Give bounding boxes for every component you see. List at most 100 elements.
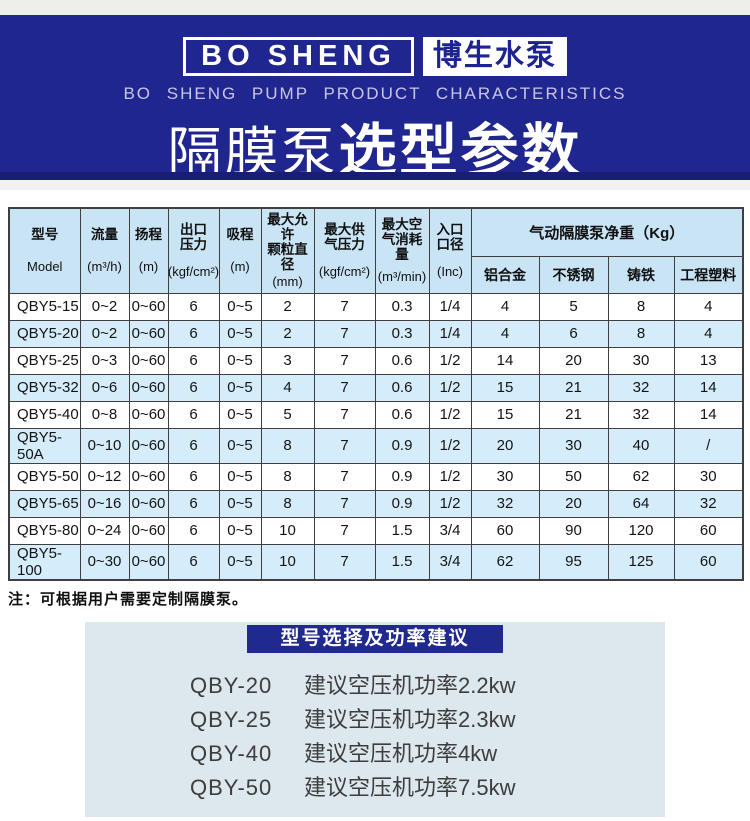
table-row: QBY5-40 0~8 0~60 6 0~5 5 7 0.6 1/2 15 21 32 14 bbox=[8, 400, 744, 429]
col-header-label: 扬程 bbox=[135, 227, 162, 243]
value-cell: 2 bbox=[260, 292, 315, 321]
spec-table: 型号 Model 流量 (m³/h) 扬程 (m) 出口 压力 (kgf/cm²) 吸程… bbox=[8, 207, 744, 581]
value-cell: 6 bbox=[167, 462, 220, 491]
value-cell: 20 bbox=[470, 427, 540, 464]
col-header-unit: (Inc) bbox=[437, 264, 463, 280]
value-cell: 0~60 bbox=[128, 489, 169, 518]
value-cell: 7 bbox=[313, 346, 376, 375]
recommendation-model: QBY-20 bbox=[190, 672, 273, 698]
value-cell: 7 bbox=[313, 462, 376, 491]
value-cell: 30 bbox=[470, 462, 540, 491]
col-header-unit: (kgf/cm²) bbox=[167, 264, 220, 280]
value-cell: 0~60 bbox=[128, 427, 169, 464]
value-cell: 0~60 bbox=[128, 373, 169, 402]
table-row: QBY5-100 0~30 0~60 6 0~5 10 7 1.5 3/4 62 95 125 60 bbox=[8, 543, 744, 580]
value-cell: 6 bbox=[167, 516, 220, 545]
table-row: QBY5-65 0~16 0~60 6 0~5 8 7 0.9 1/2 32 20 64 32 bbox=[8, 489, 744, 518]
value-cell: 1/2 bbox=[428, 400, 472, 429]
value-cell: 125 bbox=[607, 543, 675, 580]
value-cell: 0.9 bbox=[374, 462, 430, 491]
value-cell: 0~60 bbox=[128, 543, 169, 580]
page-title-light: 隔膜泵 bbox=[167, 123, 339, 180]
col-header-unit: (m³/min) bbox=[377, 269, 427, 285]
value-cell: 6 bbox=[167, 346, 220, 375]
value-cell: 60 bbox=[673, 516, 744, 545]
col-header-label: 最大供 气压力 bbox=[324, 222, 365, 253]
value-cell: 30 bbox=[607, 346, 675, 375]
value-cell: 60 bbox=[470, 516, 540, 545]
value-cell: 0~30 bbox=[79, 543, 130, 580]
recommendation-item: QBY-40 建议空压机功率4kw bbox=[190, 737, 560, 771]
value-cell: 0~5 bbox=[218, 400, 262, 429]
value-cell: 14 bbox=[470, 346, 540, 375]
value-cell: 6 bbox=[167, 489, 220, 518]
value-cell: 13 bbox=[673, 346, 744, 375]
recommendation-model: QBY-40 bbox=[190, 740, 273, 766]
value-cell: 1/2 bbox=[428, 346, 472, 375]
col-header-weight-group: 气动隔膜泵净重（Kg） bbox=[470, 207, 744, 257]
col-header-stainless-steel: 不锈钢 bbox=[538, 255, 609, 294]
table-row: QBY5-25 0~3 0~60 6 0~5 3 7 0.6 1/2 14 20 30 13 bbox=[8, 346, 744, 375]
recommendation-item: QBY-20 建议空压机功率2.2kw bbox=[190, 669, 560, 703]
value-cell: 1/2 bbox=[428, 373, 472, 402]
value-cell: 6 bbox=[167, 427, 220, 464]
value-cell: 32 bbox=[607, 400, 675, 429]
value-cell: 15 bbox=[470, 373, 540, 402]
value-cell: 7 bbox=[313, 319, 376, 348]
col-header-unit: (m) bbox=[230, 259, 250, 275]
value-cell: 0.3 bbox=[374, 292, 430, 321]
value-cell: 0~5 bbox=[218, 292, 262, 321]
value-cell: 1.5 bbox=[374, 516, 430, 545]
col-header-suction: 吸程 (m) bbox=[218, 207, 262, 294]
col-header-unit: (kgf/cm²) bbox=[318, 264, 371, 280]
col-header-label: 最大允许 颗粒直径 bbox=[267, 212, 308, 273]
recommendation-model: QBY-25 bbox=[190, 706, 273, 732]
col-header-label: 最大空 气消耗量 bbox=[381, 217, 423, 263]
value-cell: 4 bbox=[470, 292, 540, 321]
value-cell: 14 bbox=[673, 373, 744, 402]
recommendation-text: 建议空压机功率4kw bbox=[304, 740, 498, 766]
value-cell: 0~2 bbox=[79, 319, 130, 348]
value-cell: / bbox=[673, 427, 744, 464]
value-cell: 7 bbox=[313, 292, 376, 321]
col-header-head: 扬程 (m) bbox=[128, 207, 169, 294]
value-cell: 62 bbox=[470, 543, 540, 580]
recommendation-model: QBY-50 bbox=[190, 774, 273, 800]
value-cell: 30 bbox=[673, 462, 744, 491]
value-cell: 6 bbox=[167, 543, 220, 580]
value-cell: 0.6 bbox=[374, 373, 430, 402]
value-cell: 0.6 bbox=[374, 400, 430, 429]
table-row: QBY5-32 0~6 0~60 6 0~5 4 7 0.6 1/2 15 21 32 14 bbox=[8, 373, 744, 402]
value-cell: 3/4 bbox=[428, 516, 472, 545]
value-cell: 1/4 bbox=[428, 292, 472, 321]
value-cell: 7 bbox=[313, 400, 376, 429]
model-cell: QBY5-65 bbox=[8, 489, 81, 518]
value-cell: 32 bbox=[673, 489, 744, 518]
model-cell: QBY5-32 bbox=[8, 373, 81, 402]
model-cell: QBY5-15 bbox=[8, 292, 81, 321]
table-body: QBY5-15 0~2 0~60 6 0~5 2 7 0.3 1/4 4 5 8 4 QBY5-20 0~2… bbox=[8, 292, 744, 580]
value-cell: 32 bbox=[607, 373, 675, 402]
col-header-model: 型号 Model bbox=[8, 207, 81, 294]
table-row: QBY5-15 0~2 0~60 6 0~5 2 7 0.3 1/4 4 5 8 4 bbox=[8, 292, 744, 321]
value-cell: 0~60 bbox=[128, 346, 169, 375]
recommendation-text: 建议空压机功率2.2kw bbox=[304, 672, 516, 698]
value-cell: 5 bbox=[538, 292, 609, 321]
banner-under-strip bbox=[0, 180, 750, 190]
recommendation-card: 型号选择及功率建议 QBY-20 建议空压机功率2.2kw QBY-25 建议空压机功… bbox=[85, 621, 665, 817]
value-cell: 3/4 bbox=[428, 543, 472, 580]
value-cell: 10 bbox=[260, 516, 315, 545]
table-row: QBY5-20 0~2 0~60 6 0~5 2 7 0.3 1/4 4 6 8 4 bbox=[8, 319, 744, 348]
col-header-label: 出口 压力 bbox=[180, 222, 207, 253]
value-cell: 0~6 bbox=[79, 373, 130, 402]
value-cell: 8 bbox=[260, 427, 315, 464]
value-cell: 0~5 bbox=[218, 427, 262, 464]
value-cell: 6 bbox=[167, 319, 220, 348]
model-cell: QBY5-50 bbox=[8, 462, 81, 491]
value-cell: 0~5 bbox=[218, 346, 262, 375]
brand-logo-en: BO SHENG bbox=[183, 37, 414, 76]
value-cell: 0~3 bbox=[79, 346, 130, 375]
value-cell: 30 bbox=[538, 427, 609, 464]
col-header-air-supply-pressure: 最大供 气压力 (kgf/cm²) bbox=[313, 207, 376, 294]
value-cell: 1/4 bbox=[428, 319, 472, 348]
